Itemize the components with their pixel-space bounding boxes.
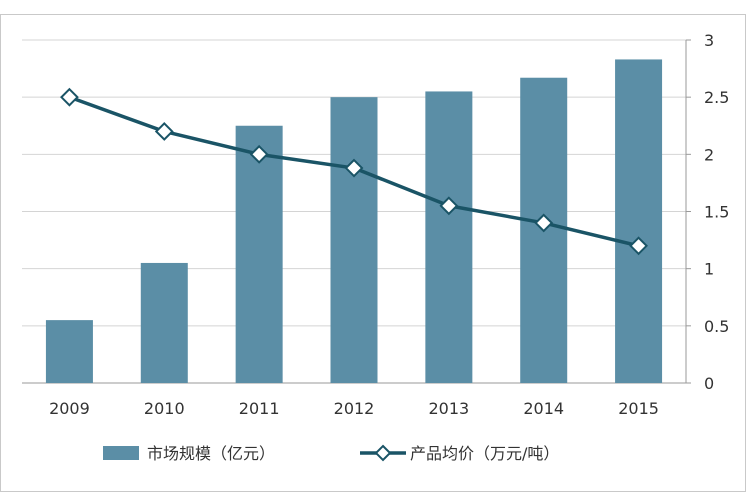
legend-line-label: 产品均价（万元/吨） — [410, 444, 559, 463]
right-axis-tick-label: 0.5 — [704, 317, 729, 336]
bar-2009 — [45, 320, 93, 383]
right-axis-tick-label: 3 — [704, 31, 714, 50]
x-tick-label: 2009 — [49, 399, 90, 418]
price-marker-2014 — [534, 213, 554, 233]
x-tick-label: 2013 — [428, 399, 469, 418]
bar-2012 — [330, 97, 378, 384]
bar-2010 — [140, 262, 188, 383]
chart-frame — [0, 14, 746, 492]
price-marker-2015 — [629, 236, 648, 256]
right-axis-tick-label: 2 — [704, 145, 714, 164]
legend-bar-swatch — [103, 446, 139, 460]
right-axis-tick-label: 1.5 — [704, 203, 729, 222]
x-tick-label: 2015 — [618, 399, 659, 418]
right-axis-tick-label: 2.5 — [704, 88, 729, 107]
legend-line-marker — [374, 444, 392, 462]
bar-2015 — [615, 59, 663, 383]
price-marker-2010 — [154, 122, 174, 141]
right-axis-tick-label: 1 — [704, 260, 714, 279]
x-tick-label: 2012 — [334, 399, 375, 418]
price-marker-2012 — [344, 158, 364, 178]
price-marker-2011 — [249, 144, 269, 164]
x-tick-label: 2010 — [144, 399, 185, 418]
price-marker-2009 — [60, 87, 79, 107]
right-axis-tick-label: 0 — [704, 374, 714, 393]
legend-bar-label: 市场规模（亿元） — [147, 444, 275, 463]
x-tick-label: 2011 — [239, 399, 280, 418]
bar-2011 — [235, 125, 283, 383]
price-marker-2013 — [439, 196, 459, 216]
bar-2013 — [425, 91, 473, 383]
x-tick-label: 2014 — [523, 399, 564, 418]
